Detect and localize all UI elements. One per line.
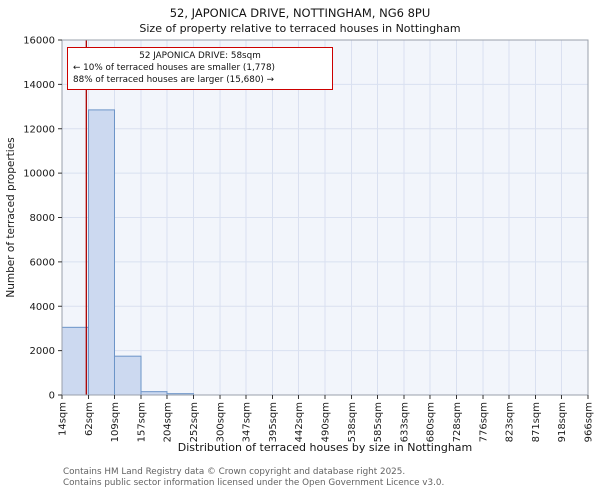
y-tick-label: 2000 [30, 346, 55, 357]
chart-title: 52, JAPONICA DRIVE, NOTTINGHAM, NG6 8PU [169, 6, 431, 20]
attribution-footer: Contains HM Land Registry data © Crown c… [63, 467, 444, 488]
attribution-line-2: Contains public sector information licen… [63, 477, 445, 488]
x-tick-label: 14sqm [58, 402, 69, 436]
x-tick-label: 347sqm [241, 402, 252, 442]
histogram-bar [61, 326, 90, 396]
y-axis-title: Number of terraced properties [5, 137, 17, 297]
y-tick-label: 14000 [23, 80, 55, 91]
x-tick-label: 490sqm [321, 402, 332, 442]
x-tick-label: 538sqm [347, 402, 358, 442]
x-tick-label: 871sqm [531, 402, 542, 442]
x-tick-label: 680sqm [425, 402, 436, 442]
x-tick-label: 395sqm [268, 402, 279, 442]
annotation-larger-stat: 88% of terraced houses are larger (15,68… [73, 75, 275, 85]
x-tick-label: 157sqm [137, 402, 148, 442]
attribution-line-1: Contains HM Land Registry data © Crown c… [63, 467, 406, 477]
x-tick-label: 62sqm [84, 402, 95, 436]
x-tick-label: 776sqm [479, 402, 490, 442]
x-tick-label: 252sqm [189, 402, 200, 442]
x-tick-label: 585sqm [373, 402, 384, 442]
x-tick-label: 109sqm [110, 402, 121, 442]
y-tick-label: 12000 [23, 124, 55, 135]
y-tick-label: 4000 [30, 302, 55, 313]
annotation-smaller-stat: ← 10% of terraced houses are smaller (1,… [73, 63, 275, 73]
x-axis-title: Distribution of terraced houses by size … [177, 441, 473, 454]
histogram-bar [113, 355, 142, 396]
y-tick-label: 6000 [30, 257, 55, 268]
y-tick-label: 8000 [30, 213, 55, 224]
x-tick-label: 204sqm [162, 402, 173, 442]
x-tick-label: 728sqm [452, 402, 463, 442]
y-tick-label: 16000 [23, 36, 55, 47]
x-tick-label: 966sqm [584, 402, 595, 442]
x-tick-label: 633sqm [400, 402, 411, 442]
annotation-property-label: 52 JAPONICA DRIVE: 58sqm [139, 51, 261, 61]
x-tick-label: 918sqm [557, 402, 568, 442]
x-tick-label: 823sqm [504, 402, 515, 442]
x-tick-label: 300sqm [216, 402, 227, 442]
x-tick-label: 442sqm [294, 402, 305, 442]
y-tick-label: 0 [49, 391, 55, 402]
y-tick-label: 10000 [23, 169, 55, 180]
chart-subtitle: Size of property relative to terraced ho… [139, 22, 461, 35]
histogram-bar [88, 109, 115, 396]
annotation-box: 52 JAPONICA DRIVE: 58sqm ← 10% of terrac… [67, 47, 333, 90]
